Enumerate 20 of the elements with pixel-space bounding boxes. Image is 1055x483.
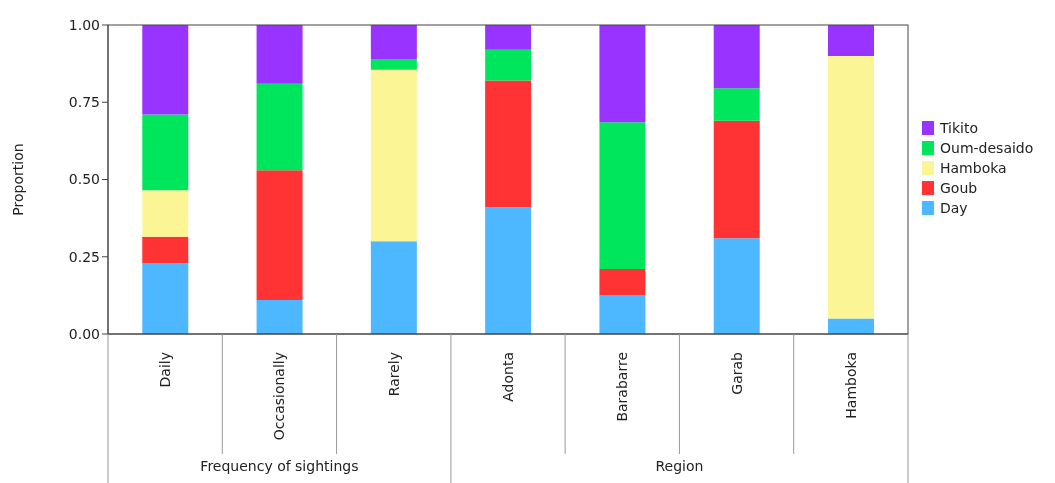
y-tick-label: 1.00 xyxy=(68,16,100,33)
x-tick-label: Adonta xyxy=(500,352,516,402)
legend-label: Goub xyxy=(940,179,978,196)
y-tick-label: 0.75 xyxy=(68,94,100,111)
legend-label: Oum-desaido xyxy=(940,139,1034,156)
x-tick-label: Daily xyxy=(157,352,174,388)
x-tick-label: Hamboka xyxy=(842,352,859,419)
x-tick-label: Occasionally xyxy=(271,352,288,441)
text: Region xyxy=(654,458,705,474)
y-tick-label: 0.25 xyxy=(68,248,100,265)
legend-label: Day xyxy=(940,199,968,216)
legend-label: Tikito xyxy=(940,119,979,136)
y-tick-label: 0.00 xyxy=(68,325,100,342)
x-tick-label: Barabarre xyxy=(614,352,631,422)
legend-label: Hamboka xyxy=(940,159,1007,176)
y-tick-label: 0.50 xyxy=(68,171,100,188)
text: Frequency of sightings xyxy=(199,458,360,474)
x-tick-label: Rarely xyxy=(385,352,402,397)
y-axis-title: Proportion xyxy=(9,143,26,216)
x-tick-label: Garab xyxy=(728,351,745,395)
